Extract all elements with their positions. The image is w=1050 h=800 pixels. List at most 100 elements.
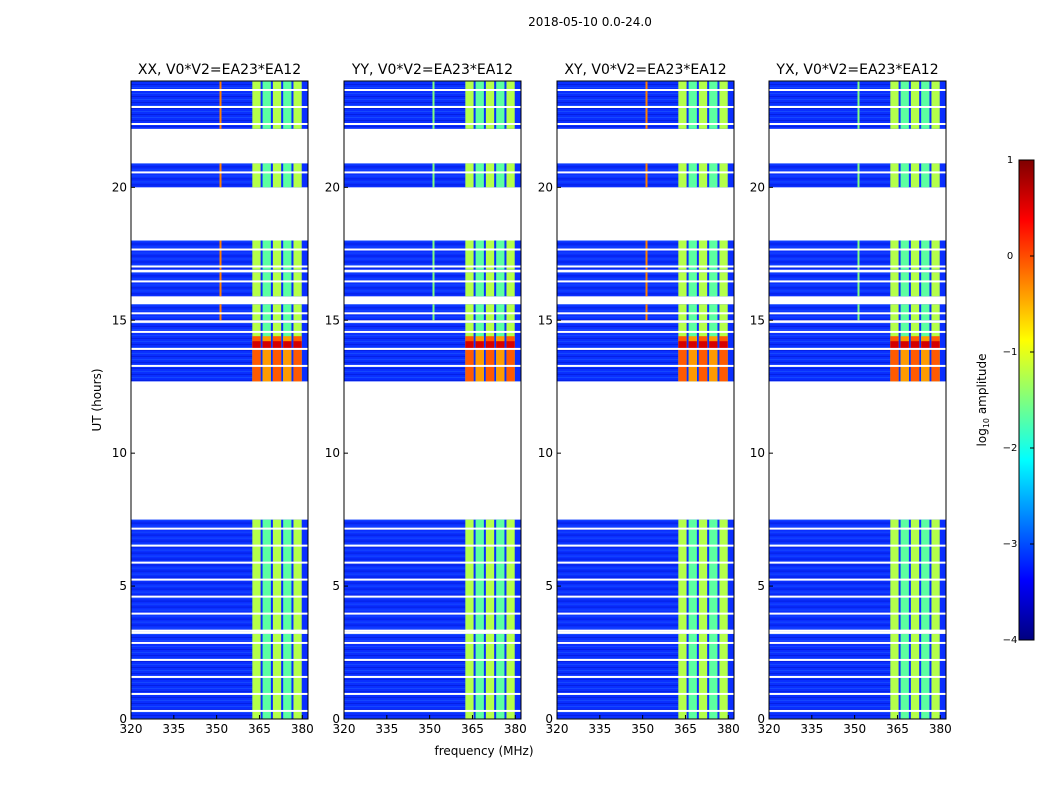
y-tick-label: 0 <box>545 712 553 726</box>
strong-rfi <box>900 336 909 382</box>
flag-line <box>769 123 946 125</box>
noise-row <box>557 316 679 318</box>
noise-row <box>344 105 466 106</box>
noise-row <box>131 252 253 254</box>
noise-row <box>131 603 253 605</box>
noise-row <box>557 108 679 109</box>
flag-line <box>344 248 521 251</box>
strong-rfi-core <box>262 341 271 350</box>
noise-row <box>557 573 679 575</box>
noise-row <box>557 648 679 650</box>
noise-row <box>557 618 679 620</box>
strong-rfi-core <box>485 341 495 350</box>
flag-line <box>769 675 946 678</box>
rfi-stripe <box>678 272 687 297</box>
noise-row <box>557 355 679 357</box>
strong-rfi <box>496 336 505 382</box>
noise-row <box>557 678 679 680</box>
noise-row <box>557 243 679 245</box>
rfi-stripe <box>709 81 718 129</box>
noise-row <box>557 537 679 539</box>
noise-row <box>131 87 253 88</box>
noise-row <box>131 714 253 716</box>
rfi-stripe <box>921 304 930 321</box>
narrow-line <box>645 304 648 321</box>
rfi-stripe <box>890 272 899 297</box>
noise-row <box>769 603 891 605</box>
rfi-stripe <box>485 304 495 321</box>
rfi-stripe <box>900 163 909 188</box>
flag-line <box>557 527 734 530</box>
rfi-stripe <box>465 163 474 188</box>
noise-row <box>344 552 466 554</box>
noise-row <box>131 600 253 602</box>
noise-row <box>769 87 891 88</box>
x-tick-label: 320 <box>333 722 356 736</box>
rfi-stripe <box>688 519 697 632</box>
noise-row <box>557 654 679 656</box>
noise-row <box>769 267 891 269</box>
noise-row <box>344 87 466 88</box>
noise-row <box>131 627 253 629</box>
noise-row <box>557 319 679 321</box>
noise-row <box>131 555 253 557</box>
noise-row <box>769 328 891 330</box>
noise-row <box>557 663 679 665</box>
noise-row <box>557 102 679 103</box>
noise-row <box>344 307 466 309</box>
flag-line <box>769 641 946 644</box>
noise-row <box>557 258 679 260</box>
noise-row <box>769 522 891 524</box>
flag-line <box>557 364 734 367</box>
noise-row <box>131 184 253 186</box>
flag-line <box>131 123 308 125</box>
rfi-stripe <box>678 240 687 270</box>
strong-rfi-core <box>688 341 697 350</box>
noise-row <box>344 310 466 312</box>
noise-row <box>131 678 253 680</box>
noise-row <box>344 687 466 689</box>
noise-row <box>344 597 466 599</box>
strong-rfi <box>931 336 940 382</box>
noise-row <box>557 582 679 584</box>
noise-row <box>344 666 466 668</box>
noise-row <box>769 555 891 557</box>
rfi-stripe <box>272 81 282 129</box>
noise-row <box>769 346 891 348</box>
y-tick-label: 20 <box>112 180 127 194</box>
noise-row <box>344 293 466 295</box>
noise-row <box>344 319 466 321</box>
colorbar-tick-label: 0 <box>1007 251 1013 262</box>
noise-row <box>131 293 253 295</box>
x-tick-label: 380 <box>504 722 527 736</box>
narrow-line <box>645 272 648 297</box>
colorbar-tick-label: −3 <box>1003 539 1018 550</box>
noise-row <box>131 178 253 180</box>
noise-row <box>557 352 679 354</box>
flag-line <box>344 527 521 530</box>
strong-rfi-core <box>465 341 474 350</box>
rfi-stripe <box>921 240 930 270</box>
flag-line <box>557 709 734 712</box>
flag-line <box>131 675 308 678</box>
narrow-line <box>219 81 222 129</box>
noise-row <box>769 166 891 168</box>
rfi-stripe <box>931 81 940 129</box>
noise-row <box>131 672 253 674</box>
noise-row <box>769 325 891 327</box>
noise-row <box>131 102 253 103</box>
noise-row <box>769 96 891 97</box>
rfi-stripe <box>931 163 940 188</box>
rfi-stripe <box>262 163 271 188</box>
noise-row <box>131 702 253 704</box>
colorbar-ticks: 1 0 −1 −2 −3 −4 <box>1003 155 1034 646</box>
noise-row <box>769 337 891 339</box>
strong-rfi <box>485 336 495 382</box>
noise-row <box>344 534 466 536</box>
noise-row <box>344 349 466 351</box>
strong-rfi <box>475 336 484 382</box>
x-tick-label: 320 <box>120 722 143 736</box>
noise-row <box>557 525 679 527</box>
noise-row <box>557 284 679 286</box>
flag-line <box>769 612 946 615</box>
